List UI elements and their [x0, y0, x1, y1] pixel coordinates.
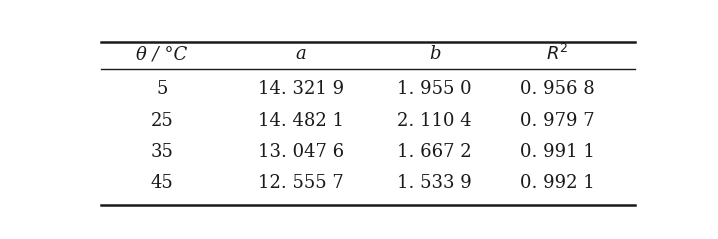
- Text: 0. 992 1: 0. 992 1: [520, 174, 595, 192]
- Text: 45: 45: [151, 174, 174, 192]
- Text: b: b: [429, 45, 441, 63]
- Text: 13. 047 6: 13. 047 6: [258, 143, 344, 161]
- Text: 12. 555 7: 12. 555 7: [258, 174, 344, 192]
- Text: 1. 955 0: 1. 955 0: [398, 80, 472, 98]
- Text: θ / °C: θ / °C: [136, 45, 187, 63]
- Text: $\mathit{R}^{2}$: $\mathit{R}^{2}$: [546, 44, 569, 65]
- Text: 0. 979 7: 0. 979 7: [520, 112, 595, 130]
- Text: 1. 667 2: 1. 667 2: [398, 143, 472, 161]
- Text: 2. 110 4: 2. 110 4: [398, 112, 472, 130]
- Text: 5: 5: [157, 80, 168, 98]
- Text: a: a: [296, 45, 307, 63]
- Text: 35: 35: [151, 143, 174, 161]
- Text: 14. 321 9: 14. 321 9: [258, 80, 344, 98]
- Text: 25: 25: [151, 112, 174, 130]
- Text: 0. 956 8: 0. 956 8: [520, 80, 595, 98]
- Text: 14. 482 1: 14. 482 1: [258, 112, 344, 130]
- Text: 0. 991 1: 0. 991 1: [520, 143, 595, 161]
- Text: 1. 533 9: 1. 533 9: [397, 174, 472, 192]
